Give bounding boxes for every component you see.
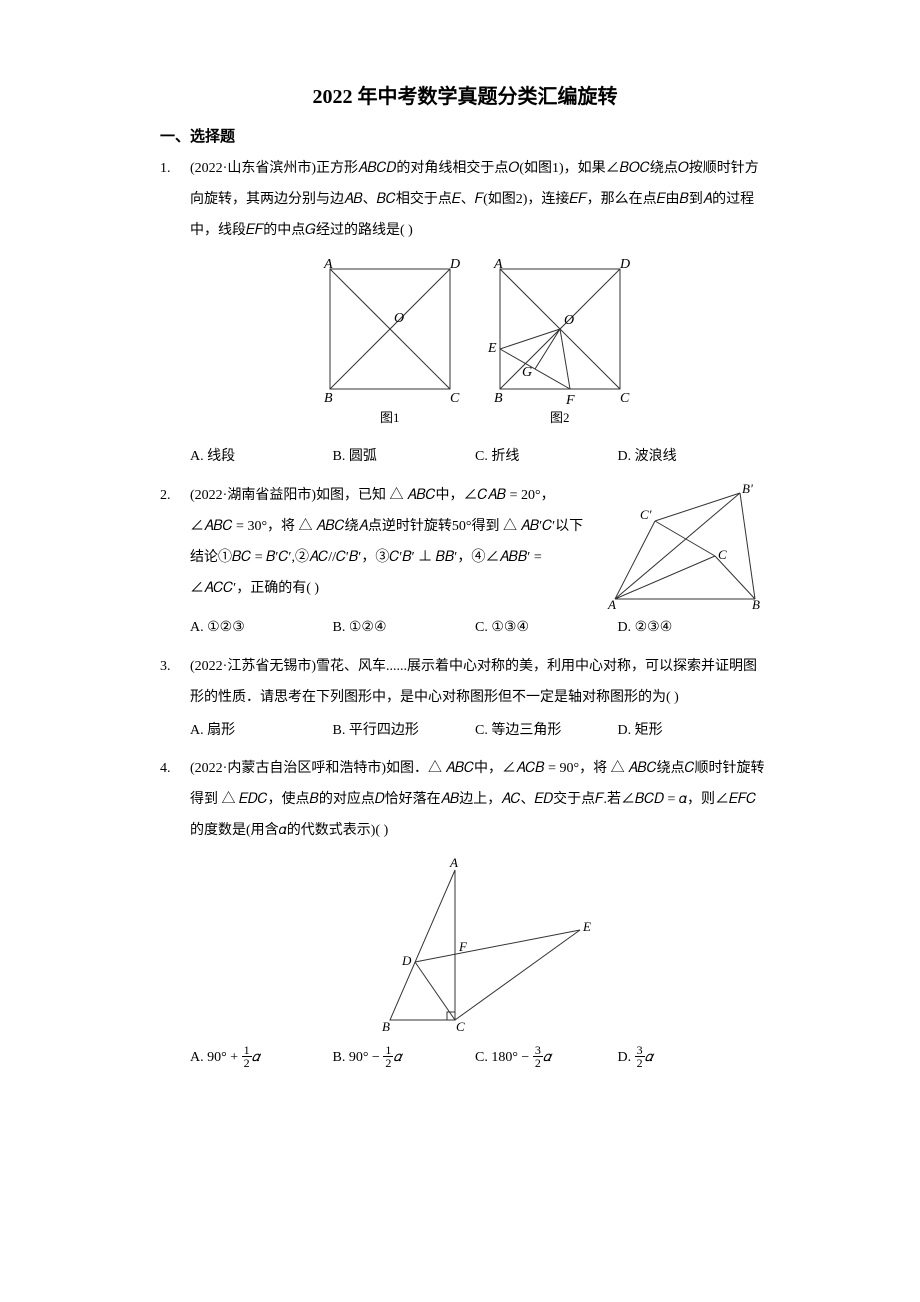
q2-text: 如图，已知 △ 𝐴𝐵𝐶中，∠𝐶𝐴𝐵 = 20°，∠𝐴𝐵𝐶 = 30°，将 △ 𝐴… xyxy=(190,488,583,595)
fig1-label-O: O xyxy=(394,311,404,326)
q2-label-Cp: C' xyxy=(640,507,652,522)
frac-threehalf-icon: 32 xyxy=(533,1044,543,1069)
q2-opt-d: D. ②③④ xyxy=(618,613,761,644)
fig2-label-G: G xyxy=(522,365,532,380)
q1-number: 1. xyxy=(160,154,190,475)
q4-label-D: D xyxy=(401,953,412,968)
q4-svg: A B C D E F xyxy=(360,855,600,1035)
q4-opt-a: A. 90° + 12𝛼 xyxy=(190,1043,333,1074)
q2-number: 2. xyxy=(160,481,190,646)
q4-options: A. 90° + 12𝛼 B. 90° − 12𝛼 C. 180° − 32𝛼 … xyxy=(190,1043,770,1074)
q4-label-F: F xyxy=(458,939,468,954)
fig1-label-A: A xyxy=(323,257,333,272)
q1-body: (2022·山东省滨州市)正方形𝐴𝐵𝐶𝐷的对角线相交于点𝑂(如图1)，如果∠𝐵𝑂… xyxy=(190,154,770,475)
q3-source: (2022·江苏省无锡市) xyxy=(190,659,316,674)
question-3: 3. (2022·江苏省无锡市)雪花、风车......展示着中心对称的美，利用中… xyxy=(160,652,770,748)
q3-body: (2022·江苏省无锡市)雪花、风车......展示着中心对称的美，利用中心对称… xyxy=(190,652,770,748)
q1-figures: A D B C O 图1 A D B xyxy=(190,254,770,434)
q4-figure: A B C D E F xyxy=(190,855,770,1035)
q2-options: A. ①②③ B. ①②④ C. ①③④ D. ②③④ xyxy=(190,613,770,644)
q1-opt-d: D. 波浪线 xyxy=(618,442,761,473)
q3-opt-d: D. 矩形 xyxy=(618,716,761,747)
q4c-pre: C. 180° − xyxy=(475,1050,533,1065)
q4c-alpha: 𝛼 xyxy=(543,1050,551,1065)
q1-opt-a: A. 线段 xyxy=(190,442,333,473)
q4-label-B: B xyxy=(382,1019,390,1034)
q4b-pre: B. 90° − xyxy=(333,1050,384,1065)
q2-svg: A B C B' C' xyxy=(600,481,770,611)
fig1-label-D: D xyxy=(449,257,460,272)
q2-source: (2022·湖南省益阳市) xyxy=(190,488,316,503)
frac-threehalf-icon: 32 xyxy=(635,1044,645,1069)
q4-opt-b: B. 90° − 12𝛼 xyxy=(333,1043,476,1074)
q4d-pre: D. xyxy=(618,1050,635,1065)
q4a-pre: A. 90° + xyxy=(190,1050,242,1065)
q4-opt-c: C. 180° − 32𝛼 xyxy=(475,1043,618,1074)
q1-opt-c: C. 折线 xyxy=(475,442,618,473)
q3-number: 3. xyxy=(160,652,190,748)
q4a-alpha: 𝛼 xyxy=(252,1050,260,1065)
section-heading: 一、选择题 xyxy=(160,125,770,146)
q2-opt-a: A. ①②③ xyxy=(190,613,333,644)
q1-options: A. 线段 B. 圆弧 C. 折线 D. 波浪线 xyxy=(190,442,770,473)
q3-options: A. 扇形 B. 平行四边形 C. 等边三角形 D. 矩形 xyxy=(190,716,770,747)
question-1: 1. (2022·山东省滨州市)正方形𝐴𝐵𝐶𝐷的对角线相交于点𝑂(如图1)，如果… xyxy=(160,154,770,475)
q4-source: (2022·内蒙古自治区呼和浩特市) xyxy=(190,761,386,776)
q3-opt-b: B. 平行四边形 xyxy=(333,716,476,747)
fig2-label-O: O xyxy=(564,313,574,328)
q1-source: (2022·山东省滨州市) xyxy=(190,161,316,176)
q4d-alpha: 𝛼 xyxy=(645,1050,653,1065)
q4-label-C: C xyxy=(456,1019,465,1034)
question-4: 4. (2022·内蒙古自治区呼和浩特市)如图．△ 𝐴𝐵𝐶中，∠𝐴𝐶𝐵 = 90… xyxy=(160,754,770,1075)
frac-half-icon: 12 xyxy=(383,1044,393,1069)
q1-svg: A D B C O 图1 A D B xyxy=(300,254,660,434)
fig2-caption: 图2 xyxy=(550,410,570,425)
q4-label-E: E xyxy=(582,919,591,934)
q3-opt-c: C. 等边三角形 xyxy=(475,716,618,747)
q1-opt-b: B. 圆弧 xyxy=(333,442,476,473)
q2-label-A: A xyxy=(607,597,616,611)
q4-opt-d: D. 32𝛼 xyxy=(618,1043,761,1074)
q2-body: (2022·湖南省益阳市)如图，已知 △ 𝐴𝐵𝐶中，∠𝐶𝐴𝐵 = 20°，∠𝐴𝐵… xyxy=(190,481,770,646)
q4-number: 4. xyxy=(160,754,190,1075)
q4-body: (2022·内蒙古自治区呼和浩特市)如图．△ 𝐴𝐵𝐶中，∠𝐴𝐶𝐵 = 90°，将… xyxy=(190,754,770,1075)
q2-label-B: B xyxy=(752,597,760,611)
frac-half-icon: 12 xyxy=(242,1044,252,1069)
page-title: 2022 年中考数学真题分类汇编旋转 xyxy=(160,80,770,109)
q2-opt-b: B. ①②④ xyxy=(333,613,476,644)
q2-opt-c: C. ①③④ xyxy=(475,613,618,644)
q2-figure: A B C B' C' xyxy=(600,481,770,611)
q2-label-Bp: B' xyxy=(742,481,753,496)
fig1-label-C: C xyxy=(450,391,460,406)
q4-label-A: A xyxy=(449,855,458,870)
fig2-label-A: A xyxy=(493,257,503,272)
question-2: 2. (2022·湖南省益阳市)如图，已知 △ 𝐴𝐵𝐶中，∠𝐶𝐴𝐵 = 20°，… xyxy=(160,481,770,646)
fig2-label-C: C xyxy=(620,391,630,406)
fig2-label-E: E xyxy=(487,341,497,356)
fig2-label-D: D xyxy=(619,257,630,272)
fig2-label-F: F xyxy=(565,393,575,408)
q4b-alpha: 𝛼 xyxy=(393,1050,401,1065)
fig2-label-B: B xyxy=(494,391,503,406)
fig1-caption: 图1 xyxy=(380,410,400,425)
q2-label-C: C xyxy=(718,547,727,562)
q3-opt-a: A. 扇形 xyxy=(190,716,333,747)
fig1-label-B: B xyxy=(324,391,333,406)
